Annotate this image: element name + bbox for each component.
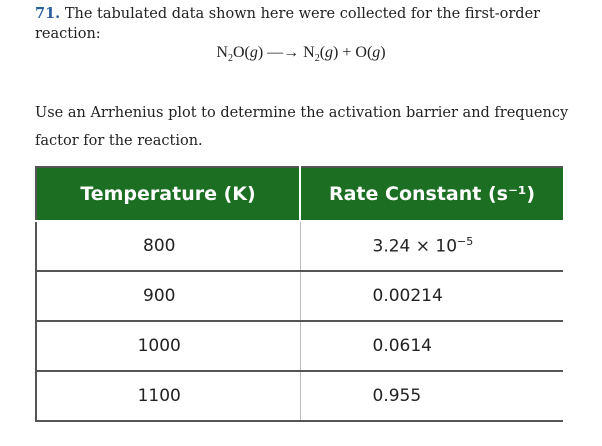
temperature-cell: 1100	[35, 371, 301, 422]
problem-statement: 71. The tabulated data shown here were c…	[35, 4, 602, 44]
temperature-header: Temperature (K)	[35, 166, 301, 222]
table-row: 1100 0.955	[35, 371, 563, 422]
reaction-equation: N2O(g) —→ N2(g) + O(g)	[216, 44, 386, 65]
rate-constant-header: Rate Constant (s⁻¹)	[299, 166, 563, 222]
problem-text: The tabulated data shown here were colle…	[35, 6, 541, 42]
temperature-cell: 1000	[35, 321, 301, 372]
rate-constant-cell: 0.955	[300, 371, 563, 422]
problem-number: 71.	[35, 5, 61, 22]
temperature-cell: 900	[35, 271, 301, 322]
rate-constant-cell: 0.00214	[300, 271, 563, 322]
reaction-arrow: —→	[267, 44, 300, 61]
table-header-row: Temperature (K) Rate Constant (s⁻¹)	[35, 166, 563, 222]
table-row: 1000 0.0614	[35, 321, 563, 372]
table-row: 900 0.00214	[35, 271, 563, 322]
temperature-cell: 800	[35, 221, 301, 272]
rate-constant-cell: 3.24 × 10−5	[300, 221, 563, 272]
instructions: Use an Arrhenius plot to determine the a…	[35, 105, 569, 149]
rate-constant-cell: 0.0614	[300, 321, 563, 372]
table-row: 800 3.24 × 10−5	[35, 221, 563, 272]
data-table: Temperature (K) Rate Constant (s⁻¹) 800 …	[35, 166, 563, 422]
